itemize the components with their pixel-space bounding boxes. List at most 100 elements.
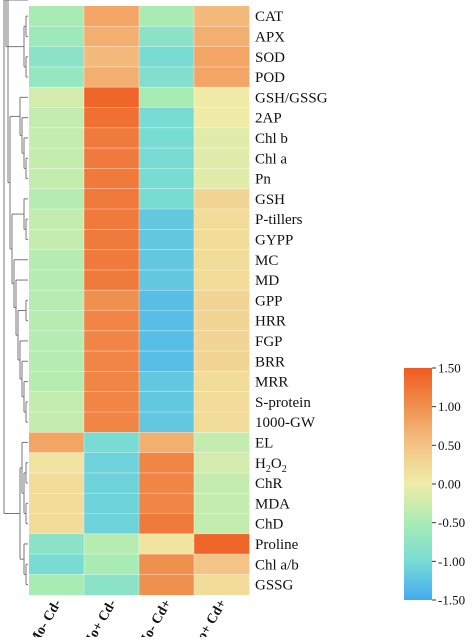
row-label: POD [255, 70, 285, 86]
row-label: S-protein [255, 395, 311, 411]
color-scale-legend: 1.50 1.00 0.50 0.00 -0.50 -1.00 -1.50 [404, 361, 465, 608]
row-labels: CAT APX SOD POD GSH/GSSG 2AP Chl b Chl a Pn GSH P-… [255, 9, 328, 593]
heatmap-cell [29, 574, 85, 596]
heatmap-cell [29, 168, 85, 190]
color-scale-label: -1.00 [438, 554, 465, 569]
heatmap-cell [139, 66, 195, 88]
heatmap-cell [194, 432, 250, 453]
heatmap-cell [139, 452, 195, 474]
heatmap-cell [139, 493, 195, 514]
heatmap-cell [194, 209, 250, 230]
row-label: H2O2 [255, 456, 287, 475]
heatmap-cell [139, 26, 195, 47]
heatmap-cell [84, 229, 140, 250]
row-label: MRR [255, 375, 288, 391]
heatmap-cell [194, 269, 250, 291]
heatmap-cell [29, 412, 85, 433]
heatmap-cell [29, 66, 85, 88]
heatmap-cell [84, 269, 140, 291]
heatmap-cell [139, 432, 195, 453]
row-label: Pn [255, 172, 271, 188]
row-label: ChR [255, 476, 283, 492]
row-label: MDA [255, 496, 290, 512]
heatmap-cell [139, 188, 195, 210]
heatmap-cell [194, 87, 250, 108]
heatmap-cell [139, 391, 195, 413]
row-label: P-tillers [255, 212, 303, 228]
heatmap-cell [84, 533, 140, 555]
heatmap-cell [29, 26, 85, 47]
color-scale-label: 1.00 [438, 399, 461, 414]
heatmap-cell [194, 290, 250, 311]
color-scale-label: -0.50 [438, 515, 465, 530]
row-label: GYPP [255, 232, 293, 248]
heatmap-cells [29, 6, 250, 596]
heatmap-cell [84, 513, 140, 535]
heatmap-cell [194, 66, 250, 88]
heatmap-cell [29, 351, 85, 372]
heatmap-cell [139, 554, 195, 575]
heatmap-cell [84, 351, 140, 372]
heatmap-cell [29, 87, 85, 108]
column-label: Mo+ Cd+ [188, 597, 230, 637]
heatmap-cell [194, 391, 250, 413]
heatmap-cell [84, 310, 140, 332]
heatmap-cell [84, 6, 140, 27]
heatmap-cell [194, 188, 250, 210]
heatmap-cell [139, 127, 195, 149]
heatmap-cell [139, 310, 195, 332]
row-label: Chl a/b [255, 557, 299, 573]
heatmap-cell [84, 412, 140, 433]
row-label: EL [255, 435, 273, 451]
heatmap-cell [194, 574, 250, 596]
heatmap-cell [84, 432, 140, 453]
heatmap-cell [29, 554, 85, 575]
heatmap-cell [139, 87, 195, 108]
heatmap-cell [194, 310, 250, 332]
heatmap-cell [84, 249, 140, 271]
heatmap-cell [29, 290, 85, 311]
row-label: GSH [255, 192, 285, 208]
heatmap-cell [139, 472, 195, 494]
heatmap-cell [139, 574, 195, 596]
heatmap-cell [84, 209, 140, 230]
heatmap-cell [84, 87, 140, 108]
heatmap-cell [84, 148, 140, 169]
heatmap-cell [84, 493, 140, 514]
row-dendrogram [3, 0, 28, 586]
row-label: APX [255, 29, 285, 45]
heatmap-cell [194, 148, 250, 169]
heatmap-cell [194, 533, 250, 555]
heatmap-cell [139, 513, 195, 535]
heatmap-cell [194, 472, 250, 494]
color-scale-label: 0.00 [438, 477, 461, 492]
column-labels: Mo- Cd- Mo+ Cd- Mo- Cd+ Mo+ Cd+ [27, 597, 230, 642]
column-label: Mo- Cd+ [135, 597, 175, 637]
row-label: HRR [255, 314, 286, 330]
heatmap-cell [139, 46, 195, 68]
row-label: BRR [255, 354, 285, 370]
heatmap-cell [84, 330, 140, 352]
row-label: FGP [255, 334, 283, 350]
color-scale-label: 0.50 [438, 438, 461, 453]
row-label: CAT [255, 9, 283, 25]
heatmap-cell [29, 46, 85, 68]
heatmap-cell [139, 168, 195, 190]
row-label: 1000-GW [255, 415, 316, 431]
heatmap-cell [139, 412, 195, 433]
heatmap-cell [139, 148, 195, 169]
heatmap-cell [84, 107, 140, 129]
heatmap-cell [139, 209, 195, 230]
heatmap-cell [194, 46, 250, 68]
heatmap-cell [139, 249, 195, 271]
row-label: GSH/GSSG [255, 90, 328, 106]
row-label: 2AP [255, 111, 282, 127]
heatmap-cell [84, 391, 140, 413]
heatmap-cell [84, 46, 140, 68]
heatmap-cell [139, 533, 195, 555]
heatmap-cell [29, 148, 85, 169]
heatmap-cell [194, 26, 250, 47]
heatmap-cell [194, 229, 250, 250]
heatmap-cell [194, 330, 250, 352]
